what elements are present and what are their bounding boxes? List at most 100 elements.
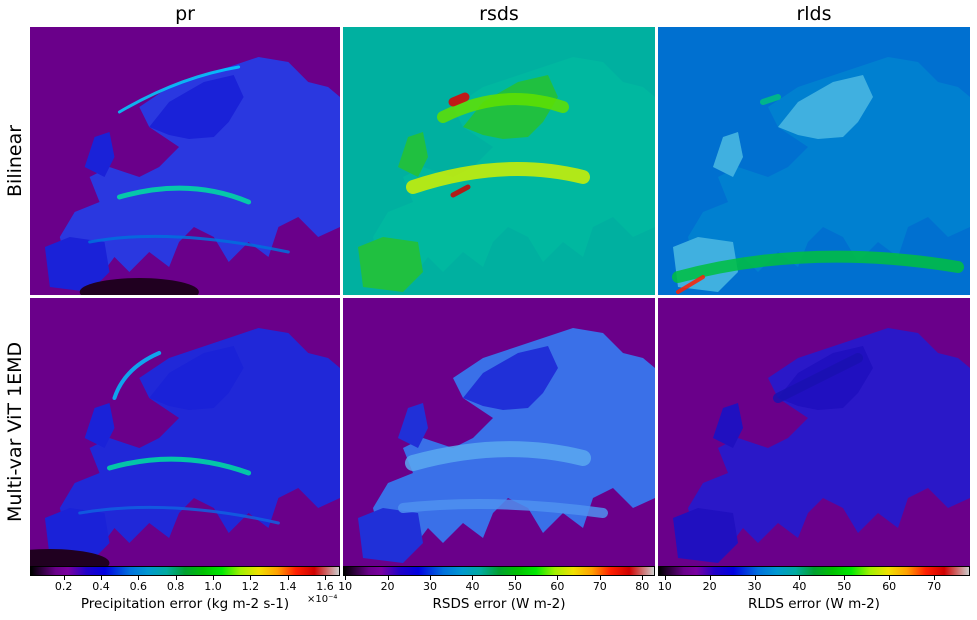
colorbar-tick-mark [889, 576, 891, 580]
heatmap-map [658, 27, 970, 295]
error-hotspot [116, 185, 252, 205]
colorbar-tick-mark [250, 576, 252, 580]
colorbar-tick-label: 20 [380, 580, 395, 593]
colorbar-tick-mark [514, 576, 516, 580]
colorbar-tick-label: 10 [657, 580, 672, 593]
land-area [44, 237, 110, 292]
colorbar-tick-label: 10 [338, 580, 353, 593]
land-area [358, 237, 423, 292]
land-area [398, 132, 428, 177]
colorbar-tick-mark [325, 576, 327, 580]
colorbar-tick-mark [844, 576, 846, 580]
heatmap-panel-bilinear-rsds [343, 27, 655, 295]
colorbar-exponent-pr: ×10⁻⁴ [307, 594, 338, 605]
colorbar-tick-mark [138, 576, 140, 580]
land-area [358, 508, 423, 563]
land-area [713, 132, 743, 177]
row-label-vit: Multi-var ViT 1EMD [4, 341, 26, 523]
colorbar-tick-mark [175, 576, 177, 580]
heatmap-map [30, 298, 340, 566]
error-hotspot [672, 250, 964, 283]
land-area [373, 328, 655, 548]
land-area [463, 346, 558, 410]
error-hotspot [88, 234, 290, 254]
land-area [84, 403, 115, 448]
colorbar-tick-label: 30 [423, 580, 438, 593]
land-area [59, 328, 340, 548]
colorbar-tick-mark [387, 576, 389, 580]
low-value-region [79, 278, 199, 295]
colorbar-tick-label: 30 [747, 580, 762, 593]
land-area [688, 57, 970, 277]
land-area [398, 403, 428, 448]
column-title-pr: pr [175, 3, 195, 25]
colorbar-tick-label: 1.6 [316, 580, 334, 593]
heatmap-panel-vit-rlds [658, 298, 970, 566]
colorbar-tick-label: 50 [837, 580, 852, 593]
land-area [713, 403, 743, 448]
error-hotspot [450, 184, 471, 198]
colorbar-tick-label: 50 [507, 580, 522, 593]
colorbar-tick-label: 70 [592, 580, 607, 593]
colorbar-tick-label: 60 [882, 580, 897, 593]
colorbar-label-pr: Precipitation error (kg m-2 s-1) [80, 596, 290, 612]
colorbar-tick-mark [709, 576, 711, 580]
colorbar-tick-mark [213, 576, 214, 580]
error-hotspot [406, 162, 590, 194]
error-hotspot [398, 499, 608, 518]
error-hotspot [112, 351, 162, 400]
colorbar-rlds [658, 566, 970, 576]
colorbar-label-rlds: RLDS error (W m-2) [748, 596, 880, 612]
colorbar-tick-mark [430, 576, 432, 580]
colorbar-tick-label: 40 [465, 580, 480, 593]
colorbar-tick-label: 1.2 [241, 580, 260, 593]
colorbar-tick-label: 1.0 [204, 580, 222, 593]
colorbar-tick-label: 0.2 [54, 580, 73, 593]
colorbar-tick-mark [934, 576, 936, 580]
colorbar-rsds [343, 566, 655, 576]
colorbar-tick-mark [472, 576, 474, 580]
colorbar-tick-mark [287, 576, 289, 580]
error-hotspot [437, 93, 569, 123]
land-area [84, 132, 115, 177]
colorbar-tick-mark [599, 576, 601, 580]
colorbar-tick-mark [799, 576, 801, 580]
low-value-region [30, 549, 110, 566]
error-hotspot [760, 94, 781, 105]
heatmap-panel-vit-rsds [343, 298, 655, 566]
colorbar-tick-label: 0.4 [92, 580, 110, 593]
colorbar-label-rsds: RSDS error (W m-2) [432, 596, 566, 612]
heatmap-panel-bilinear-rlds [658, 27, 970, 295]
land-area [778, 75, 873, 139]
colorbar-tick-label: 70 [927, 580, 942, 593]
land-area [463, 75, 558, 139]
error-hotspot [405, 441, 591, 471]
colorbar-tick-label: 80 [635, 580, 650, 593]
land-area [673, 508, 738, 563]
error-hotspot [773, 353, 863, 403]
land-area [149, 75, 244, 139]
heatmap-map [30, 27, 340, 295]
heatmap-panel-vit-pr [30, 298, 340, 566]
heatmap-map [343, 298, 655, 566]
land-area [149, 346, 244, 410]
colorbar-tick-mark [63, 576, 65, 580]
colorbar-pr [30, 566, 340, 576]
land-area [59, 57, 340, 277]
heatmap-map [658, 298, 970, 566]
colorbar-tick-label: 0.8 [166, 580, 185, 593]
colorbar-tick-label: 0.6 [129, 580, 148, 593]
error-hotspot [117, 65, 241, 114]
colorbar-tick-mark [557, 576, 559, 580]
error-hotspot [676, 275, 705, 294]
column-title-rlds: rlds [796, 3, 832, 25]
error-hotspot [107, 456, 252, 476]
colorbar-tick-mark [642, 576, 644, 580]
colorbar-tick-mark [664, 576, 666, 580]
colorbar-tick-mark [100, 576, 102, 580]
heatmap-map [343, 27, 655, 295]
column-title-rsds: rsds [479, 3, 519, 25]
row-label-bilinear: Bilinear [4, 124, 26, 198]
colorbar-tick-mark [345, 576, 347, 580]
colorbar-tick-label: 60 [550, 580, 565, 593]
